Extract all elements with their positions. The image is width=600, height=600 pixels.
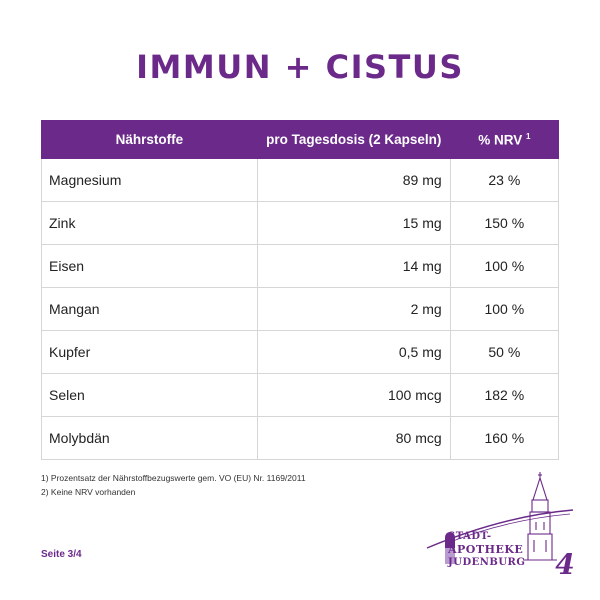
footnotes: 1) Prozentsatz der Nährstoffbezugswerte … — [41, 471, 306, 499]
cell-nutrient: Selen — [41, 373, 258, 417]
cell-nrv: 182 % — [449, 373, 560, 417]
cell-dose: 0,5 mg — [256, 330, 451, 374]
cell-nrv: 23 % — [449, 158, 560, 202]
cell-nutrient: Mangan — [41, 287, 258, 331]
cell-nutrient: Magnesium — [41, 158, 258, 202]
church-tower-logo-icon: 4 — [426, 472, 575, 580]
cell-nutrient: Eisen — [41, 244, 258, 288]
cell-dose: 14 mg — [256, 244, 451, 288]
cell-dose: 100 mcg — [256, 373, 451, 417]
table-row: Molybdän 80 mcg 160 % — [41, 416, 560, 460]
header-nrv-label: % NRV — [478, 132, 523, 148]
logo-line-1: STADT- — [448, 531, 492, 542]
page-number: Seite 3/4 — [41, 549, 82, 560]
cell-nrv: 100 % — [449, 287, 560, 331]
cell-nrv: 50 % — [449, 330, 560, 374]
table-header-row: Nährstoffe pro Tagesdosis (2 Kapseln) % … — [41, 120, 560, 159]
cell-nutrient: Molybdän — [41, 416, 258, 460]
table-row: Eisen 14 mg 100 % — [41, 244, 560, 288]
cell-dose: 80 mcg — [256, 416, 451, 460]
table-row: Magnesium 89 mg 23 % — [41, 158, 560, 202]
cell-nrv: 160 % — [449, 416, 560, 460]
cell-dose: 2 mg — [256, 287, 451, 331]
cell-dose: 15 mg — [256, 201, 451, 245]
logo-line-2: APOTHEKE — [448, 543, 524, 556]
cell-nrv: 150 % — [449, 201, 560, 245]
header-nrv-footnote: 1 — [526, 131, 531, 141]
logo-badge: 4 — [555, 548, 574, 580]
cell-nutrient: Kupfer — [41, 330, 258, 374]
cell-nrv: 100 % — [449, 244, 560, 288]
header-nutrient: Nährstoffe — [41, 120, 258, 159]
footnote-1: 1) Prozentsatz der Nährstoffbezugswerte … — [41, 473, 306, 483]
header-dose: pro Tagesdosis (2 Kapseln) — [256, 120, 451, 159]
table-row: Mangan 2 mg 100 % — [41, 287, 560, 331]
nutrient-table: Nährstoffe pro Tagesdosis (2 Kapseln) % … — [41, 120, 560, 460]
cell-dose: 89 mg — [256, 158, 451, 202]
table-row: Kupfer 0,5 mg 50 % — [41, 330, 560, 374]
table-row: Selen 100 mcg 182 % — [41, 373, 560, 417]
footnote-2: 2) Keine NRV vorhanden — [41, 487, 136, 497]
page-title: IMMUN + CISTUS — [136, 48, 464, 86]
logo-line-3: JUDENBURG — [448, 557, 526, 568]
cell-nutrient: Zink — [41, 201, 258, 245]
table-row: Zink 15 mg 150 % — [41, 201, 560, 245]
header-nrv: % NRV 1 — [449, 120, 560, 159]
